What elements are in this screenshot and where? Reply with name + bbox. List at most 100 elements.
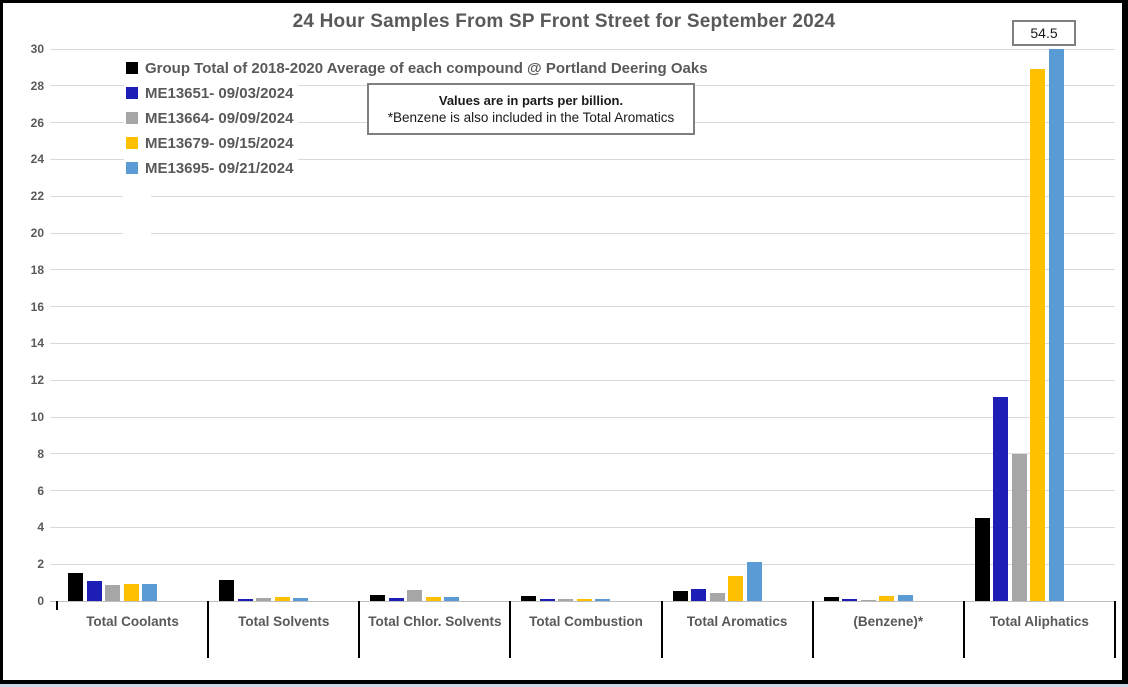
category-divider <box>207 601 210 658</box>
chart-title: 24 Hour Samples From SP Front Street for… <box>292 11 836 32</box>
legend-marker-icon <box>126 112 138 124</box>
annotation-line2: *Benzene is also included in the Total A… <box>387 110 675 125</box>
bar-me13679--cat3 <box>576 599 592 601</box>
legend-item: ME13695- 09/21/2024 <box>124 157 299 179</box>
y-tick-label: 22 <box>30 189 44 204</box>
category-label: (Benzene)* <box>853 614 924 629</box>
bar-group-cat3 <box>521 596 537 601</box>
bar-me13651--cat6 <box>993 397 1009 601</box>
bar-group-cat6 <box>974 518 990 601</box>
legend-marker-icon <box>126 87 138 99</box>
bar-group-cat2 <box>370 595 386 601</box>
y-tick-label: 18 <box>30 262 44 277</box>
category-label: Total Solvents <box>238 614 330 629</box>
gridline <box>50 269 1115 271</box>
legend-label: ME13695- 09/21/2024 <box>145 159 294 177</box>
legend-item: ME13651- 09/03/2024 <box>124 82 299 104</box>
annotation-line1: Values are in parts per billion. <box>438 93 624 108</box>
bar-me13651--cat5 <box>842 599 858 601</box>
bar-me13651--cat0 <box>86 581 102 601</box>
bar-me13651--cat3 <box>539 599 555 601</box>
bar-group-cat5 <box>823 597 839 601</box>
bar-me13679--cat0 <box>123 584 139 601</box>
bar-me13664--cat1 <box>256 598 272 601</box>
gridline <box>50 526 1115 528</box>
y-tick-label: 2 <box>37 557 44 572</box>
bar-me13695--cat0 <box>142 584 157 601</box>
legend-item: ME13664- 09/09/2024 <box>124 107 299 129</box>
category-divider <box>509 601 512 658</box>
legend-label: ME13679- 09/15/2024 <box>145 134 294 152</box>
bar-me13664--cat6 <box>1011 454 1027 601</box>
bar-me13695--cat1 <box>293 598 309 601</box>
category-label: Total Aliphatics <box>989 614 1089 629</box>
y-tick-label: 8 <box>37 446 44 461</box>
y-tick-label: 0 <box>37 594 44 608</box>
bar-me13651--cat1 <box>237 599 253 601</box>
category-divider <box>1114 601 1116 658</box>
legend-label: ME13651- 09/03/2024 <box>145 84 294 102</box>
gridline <box>50 158 1115 160</box>
legend-background-artifact <box>123 178 151 244</box>
y-tick-label: 16 <box>30 299 44 314</box>
data-label-box: 54.5 <box>1012 20 1076 46</box>
y-tick-label: 24 <box>30 152 44 167</box>
legend-label: ME13664- 09/09/2024 <box>145 109 294 127</box>
bar-group-cat4 <box>672 591 688 601</box>
y-tick-label: 20 <box>30 226 44 240</box>
y-tick-label: 14 <box>30 336 44 351</box>
gridline <box>50 342 1115 344</box>
bar-me13664--cat2 <box>407 590 423 601</box>
y-tick-label: 4 <box>37 520 44 535</box>
legend-label: Group Total of 2018-2020 Average of each… <box>145 59 708 77</box>
category-label: Total Aromatics <box>686 614 788 629</box>
bar-me13695--cat5 <box>897 595 913 601</box>
category-label: Total Chlor. Solvents <box>368 614 502 629</box>
category-divider <box>811 601 814 658</box>
category-divider <box>962 601 965 658</box>
axis-left-tick <box>56 601 58 610</box>
bottom-edge-strip <box>0 684 1128 687</box>
bar-me13679--cat6 <box>1030 69 1046 601</box>
category-divider <box>358 601 361 658</box>
legend-item: Group Total of 2018-2020 Average of each… <box>124 57 713 79</box>
gridline <box>50 306 1115 308</box>
bar-me13664--cat5 <box>860 600 876 601</box>
legend-item: ME13679- 09/15/2024 <box>124 132 299 154</box>
category-label: Total Combustion <box>529 614 643 629</box>
y-tick-label: 30 <box>30 42 44 56</box>
legend-marker-icon <box>126 62 138 74</box>
bar-me13664--cat4 <box>709 593 725 601</box>
bar-group-cat1 <box>219 580 235 601</box>
x-axis-line <box>50 600 1115 602</box>
category-divider <box>660 601 663 658</box>
bar-me13664--cat3 <box>558 599 574 601</box>
bar-me13679--cat4 <box>728 576 744 601</box>
bar-me13695--cat6 <box>1048 49 1064 601</box>
gridline <box>50 232 1115 234</box>
legend-marker-icon <box>126 137 138 149</box>
bar-me13695--cat4 <box>746 562 762 601</box>
gridline <box>50 453 1115 455</box>
category-label: Total Coolants <box>86 614 179 629</box>
bar-me13695--cat3 <box>595 599 611 601</box>
gridline <box>50 195 1115 197</box>
bar-me13651--cat4 <box>691 589 707 601</box>
annotation-box: Values are in parts per billion. *Benzen… <box>367 83 695 135</box>
y-tick-label: 12 <box>30 373 44 388</box>
bar-group-cat0 <box>68 573 83 601</box>
gridline <box>50 563 1115 565</box>
bar-me13679--cat5 <box>879 596 895 601</box>
gridline <box>50 379 1115 381</box>
y-tick-label: 6 <box>37 483 44 498</box>
y-tick-label: 26 <box>30 115 44 130</box>
bar-me13679--cat1 <box>274 597 290 601</box>
y-tick-label: 28 <box>30 78 44 93</box>
legend-marker-icon <box>126 162 138 174</box>
bar-me13695--cat2 <box>444 597 460 601</box>
gridline <box>50 48 1115 50</box>
bar-me13679--cat2 <box>425 597 441 601</box>
bar-me13651--cat2 <box>388 598 404 601</box>
